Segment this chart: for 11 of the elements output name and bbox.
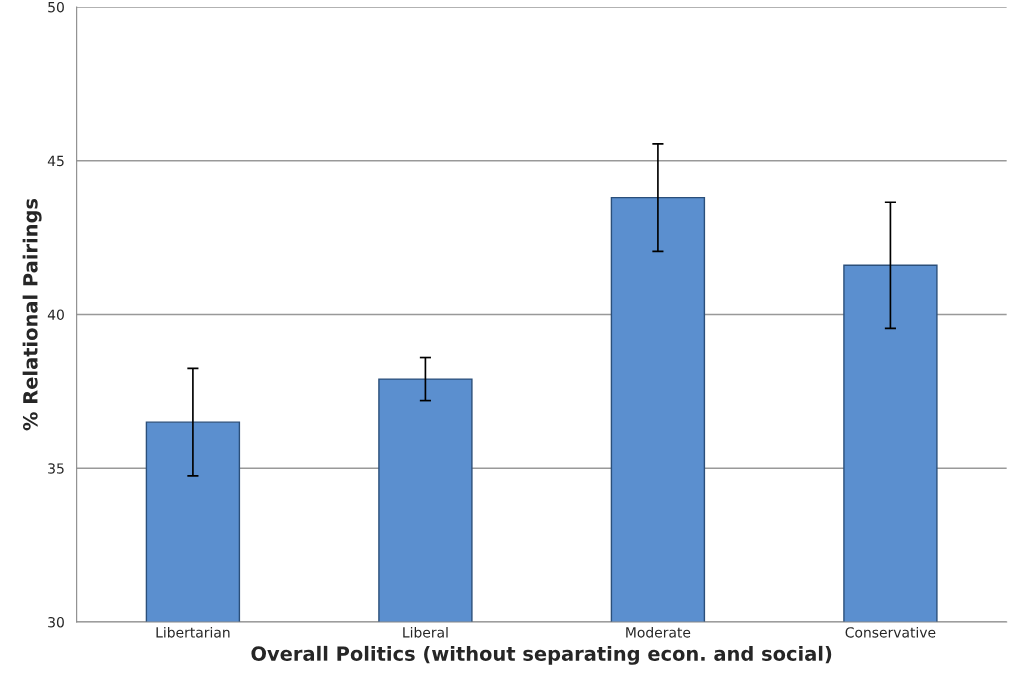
x-tick-label: Moderate (626, 626, 691, 638)
y-tick-label: 40 (47, 309, 64, 320)
y-tick-label: 35 (48, 463, 64, 474)
y-tick-label: 30 (48, 616, 64, 628)
x-tick-label: Liberal (403, 626, 448, 638)
x-axis-title: Overall Politics (without separating econ. and social) (251, 645, 832, 665)
y-axis-title: % Relational Pairings (22, 198, 42, 431)
x-tick-label: Libertarian (156, 626, 230, 638)
y-tick-label: 50 (48, 1, 64, 13)
y-tick-label: 45 (47, 155, 64, 167)
x-tick-label: Conservative (845, 626, 936, 638)
